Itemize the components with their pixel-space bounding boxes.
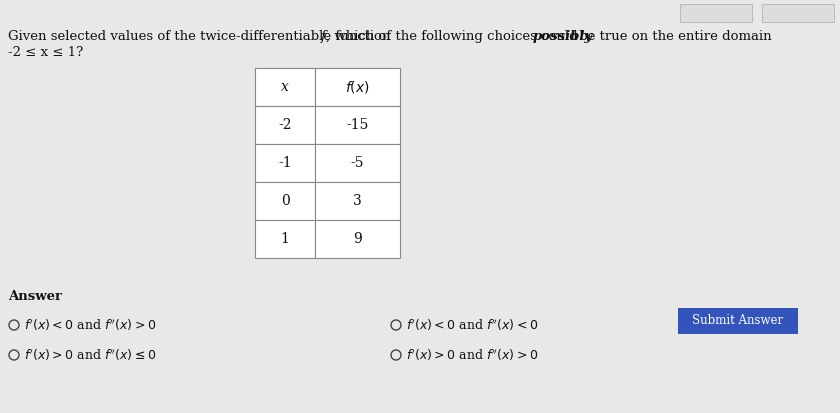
Text: Answer: Answer <box>8 290 62 303</box>
Text: 1: 1 <box>281 232 290 246</box>
Bar <box>255 220 315 258</box>
Text: , which of the following choices could: , which of the following choices could <box>326 30 582 43</box>
Text: -5: -5 <box>351 156 365 170</box>
Bar <box>680 4 752 22</box>
Bar <box>315 182 400 220</box>
Text: possibly: possibly <box>533 30 593 43</box>
Bar <box>255 144 315 182</box>
Text: $f'(x)>0$ and $f''(x)\leq 0$: $f'(x)>0$ and $f''(x)\leq 0$ <box>24 347 156 363</box>
Bar <box>315 106 400 144</box>
Text: f: f <box>321 30 326 43</box>
Text: 0: 0 <box>281 194 289 208</box>
Text: $f(x)$: $f(x)$ <box>345 79 370 95</box>
Text: x: x <box>281 80 289 94</box>
Text: $f'(x)<0$ and $f''(x)>0$: $f'(x)<0$ and $f''(x)>0$ <box>24 317 156 333</box>
Text: $f'(x)<0$ and $f''(x)<0$: $f'(x)<0$ and $f''(x)<0$ <box>406 317 538 333</box>
Text: -15: -15 <box>346 118 369 132</box>
Bar <box>762 4 834 22</box>
Text: $f'(x)>0$ and $f''(x)>0$: $f'(x)>0$ and $f''(x)>0$ <box>406 347 538 363</box>
Text: -1: -1 <box>278 156 291 170</box>
Bar <box>255 182 315 220</box>
Text: -2 ≤ x ≤ 1?: -2 ≤ x ≤ 1? <box>8 46 83 59</box>
Text: Given selected values of the twice-differentiable function: Given selected values of the twice-diffe… <box>8 30 395 43</box>
Bar <box>255 106 315 144</box>
Bar <box>255 68 315 106</box>
Text: -2: -2 <box>278 118 291 132</box>
Bar <box>315 68 400 106</box>
Bar <box>315 220 400 258</box>
Text: 3: 3 <box>353 194 362 208</box>
Text: Submit Answer: Submit Answer <box>692 315 784 328</box>
Bar <box>315 144 400 182</box>
Text: be true on the entire domain: be true on the entire domain <box>575 30 772 43</box>
Bar <box>678 308 798 334</box>
Text: 9: 9 <box>353 232 362 246</box>
